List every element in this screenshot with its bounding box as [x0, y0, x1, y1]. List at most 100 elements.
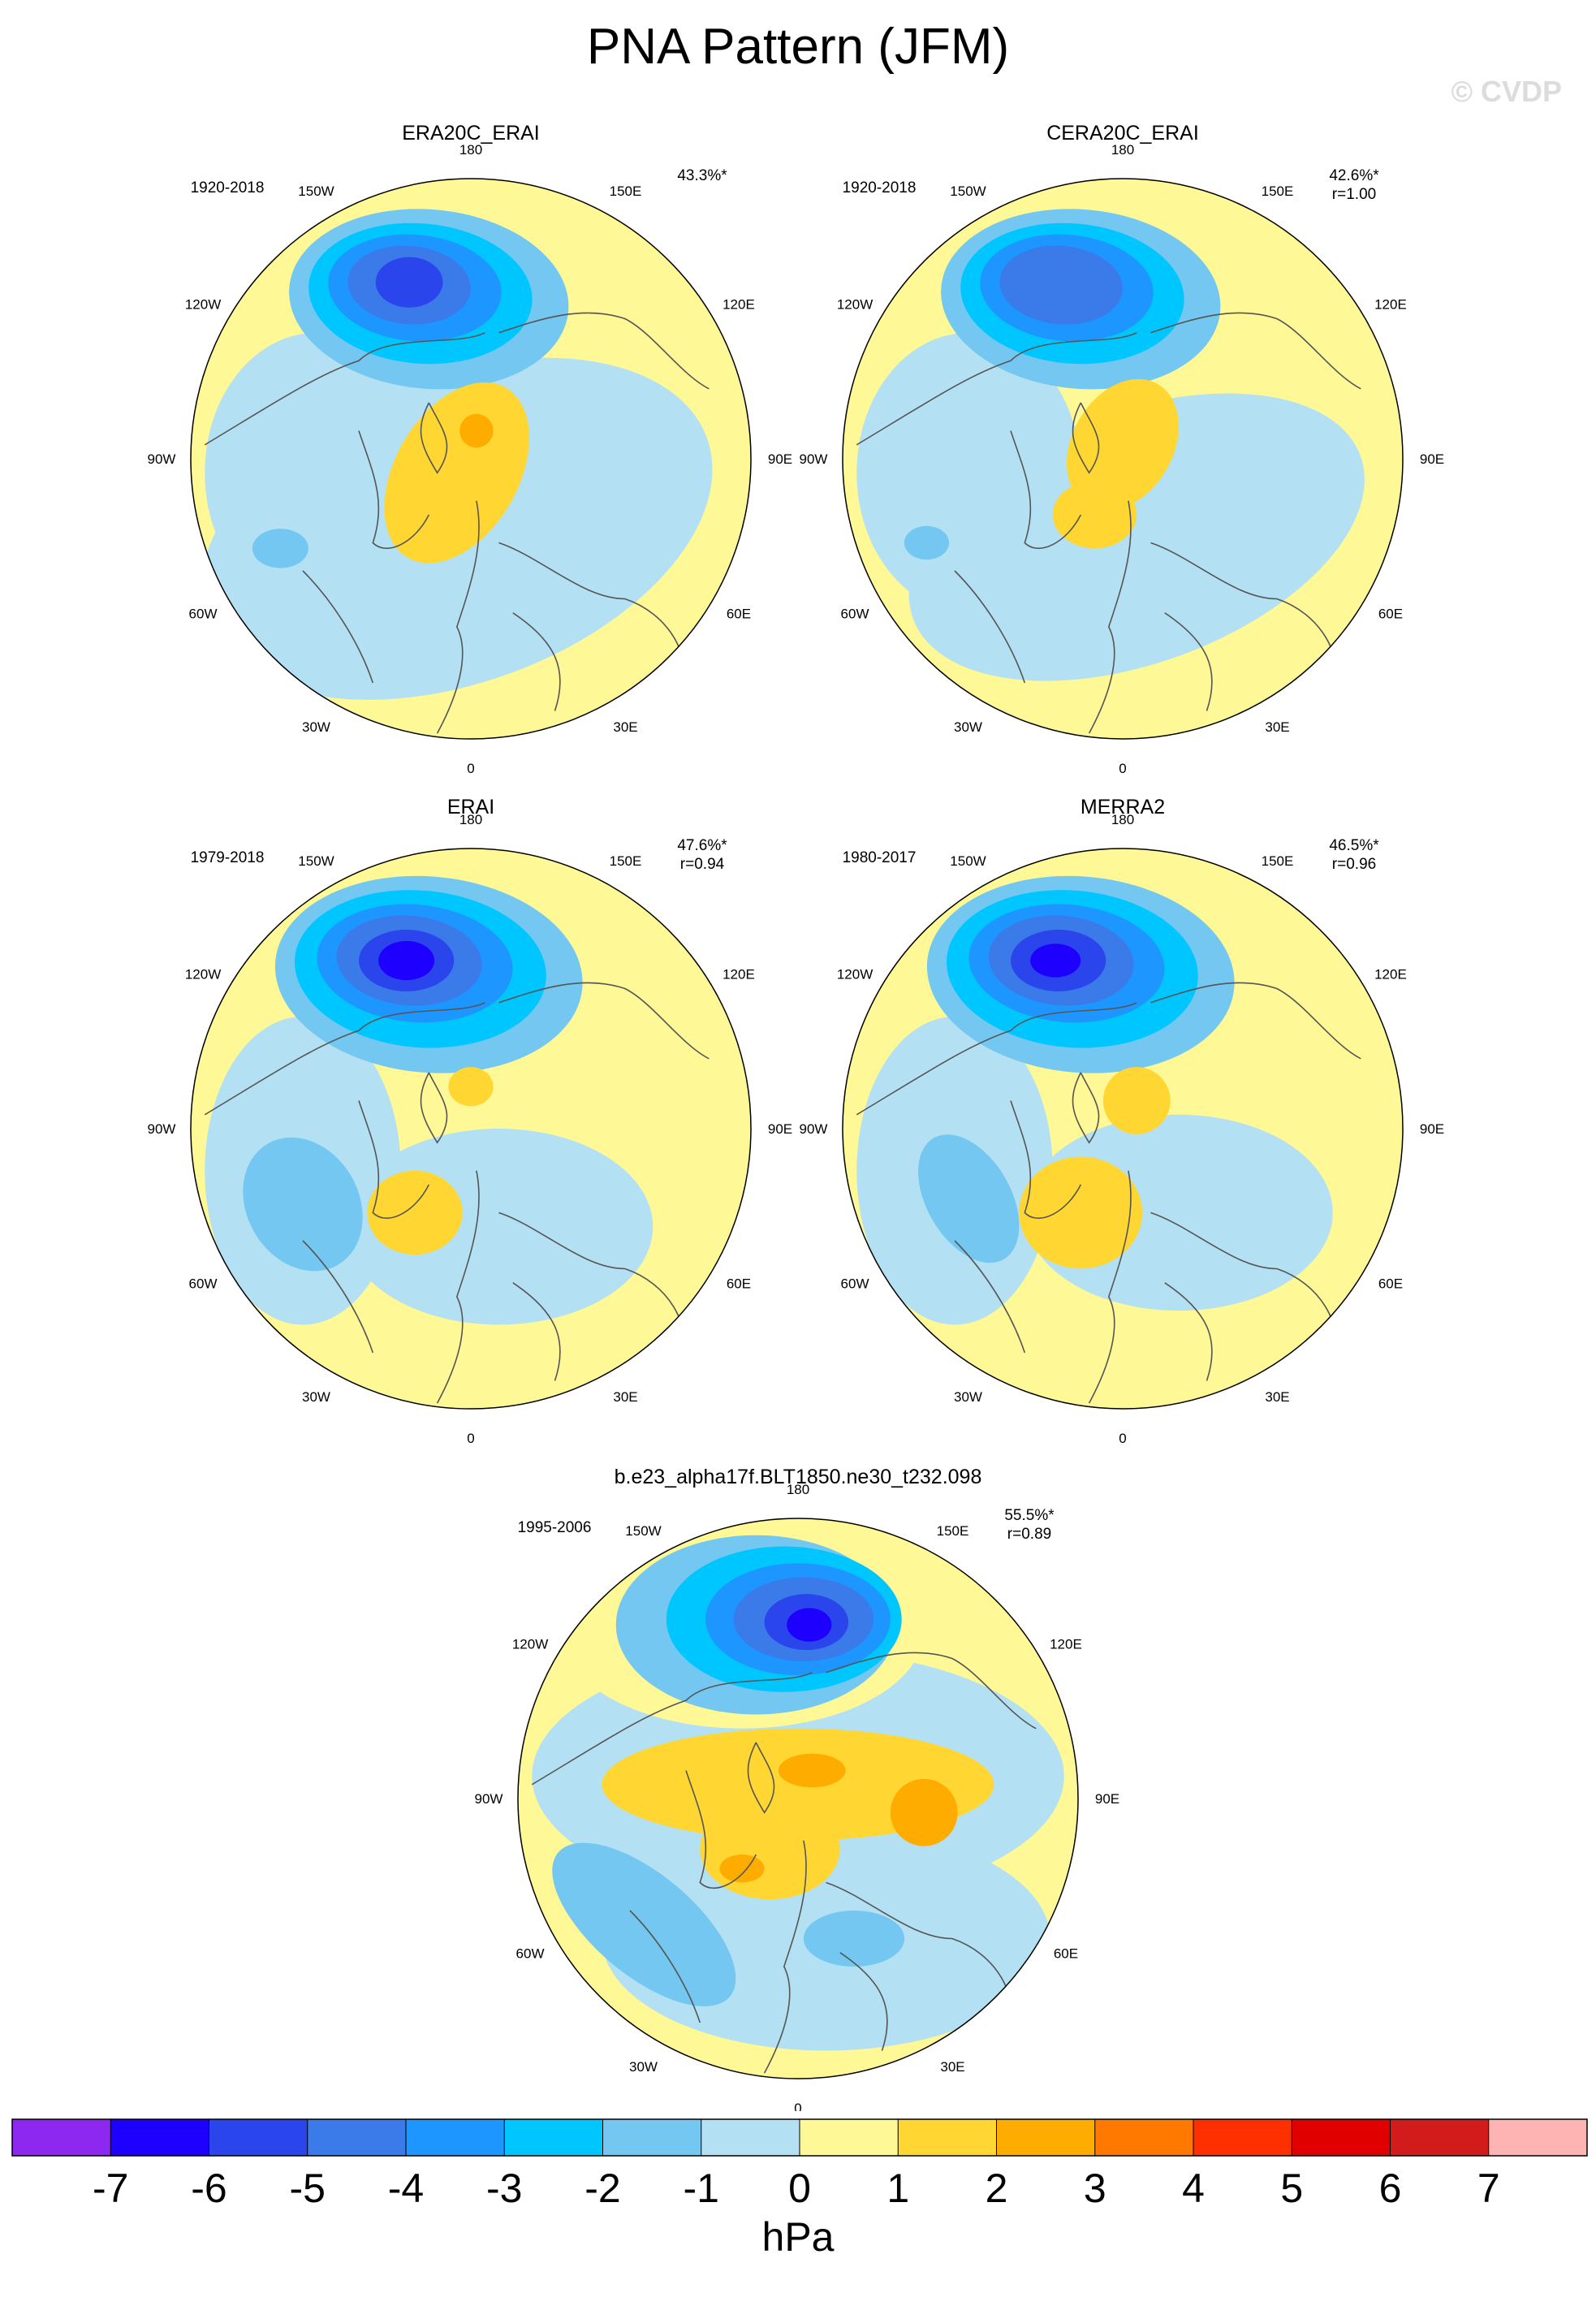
longitude-label: 150W	[298, 184, 334, 199]
longitude-label: 30W	[629, 2059, 658, 2075]
panel-title: CERA20C_ERAI	[1046, 122, 1199, 145]
anomaly-contour	[1019, 1156, 1143, 1269]
panel-title: ERAI	[447, 796, 494, 818]
map-panel: 180 150E 120E 90E 60E 30E 0 30W 60W 90W 120W 150W b.…	[475, 1466, 1120, 2111]
longitude-label: 150E	[610, 184, 642, 199]
colorbar-swatch	[110, 2119, 209, 2156]
anomaly-field	[191, 849, 751, 1409]
panel-years: 1980-2017	[843, 849, 917, 866]
map-panel: 180 150E 120E 90E 60E 30E 0 30W 60W 90W 120W 150W ER…	[148, 122, 793, 776]
anomaly-field	[843, 179, 1403, 739]
coastlines	[204, 312, 710, 734]
colorbar-swatch	[406, 2119, 505, 2156]
anomaly-contour	[367, 1170, 463, 1255]
anomaly-contour	[787, 1608, 832, 1642]
anomaly-contour	[448, 1067, 494, 1107]
panel-years: 1920-2018	[191, 179, 265, 196]
panel-title: b.e23_alpha17f.BLT1850.ne30_t232.098	[615, 1466, 982, 1488]
longitude-label: 60W	[189, 607, 218, 622]
panel-correlation: r=0.89	[1007, 1526, 1051, 1543]
longitude-label: 150W	[950, 853, 986, 869]
longitude-label: 60W	[841, 607, 869, 622]
panel-variance: 42.6%*	[1329, 167, 1379, 184]
longitude-label: 90E	[768, 451, 792, 467]
colorbar-swatch	[800, 2119, 899, 2156]
panel-title: ERA20C_ERAI	[402, 122, 540, 145]
longitude-label: 180	[787, 1482, 809, 1497]
colorbar-swatch	[701, 2119, 800, 2156]
longitude-label: 150E	[610, 853, 642, 869]
anomaly-contour	[1030, 944, 1081, 978]
colorbar-tick-label: 6	[1379, 2166, 1402, 2211]
longitude-label: 60E	[1054, 1946, 1078, 1962]
panel-variance: 46.5%*	[1329, 837, 1379, 854]
colorbar: -7 -6 -5 -4 -3 -2 -1 0 1 2 3 4 5 6 7 hPa	[11, 2118, 1588, 2260]
longitude-label: 60W	[189, 1276, 218, 1292]
longitude-label: 30W	[302, 1389, 330, 1405]
copyright-watermark: © CVDP	[1451, 75, 1562, 108]
anomaly-contour	[700, 1799, 840, 1900]
colorbar-swatch	[602, 2119, 701, 2156]
longitude-label: 90E	[1420, 451, 1444, 467]
longitude-label: 30E	[940, 2059, 964, 2075]
longitude-label: 90W	[800, 451, 828, 467]
longitude-label: 120W	[837, 297, 873, 313]
panel-years: 1979-2018	[191, 849, 265, 866]
longitude-label: 120E	[1374, 967, 1407, 982]
anomaly-contour	[243, 1137, 363, 1272]
colorbar-swatch	[996, 2119, 1095, 2156]
map-border	[842, 178, 1404, 740]
coastlines	[856, 982, 1361, 1404]
anomaly-field	[843, 849, 1403, 1409]
longitude-label: 90W	[148, 1121, 176, 1137]
longitude-label: 0	[467, 761, 474, 776]
colorbar-tick-label: 3	[1084, 2166, 1106, 2211]
colorbar-tick-label: -4	[388, 2166, 424, 2211]
map-border	[190, 178, 752, 740]
colorbar-tick-label: -1	[684, 2166, 719, 2211]
anomaly-contour	[999, 245, 1123, 325]
colorbar-tick-label: 0	[788, 2166, 811, 2211]
longitude-label: 120W	[185, 967, 221, 982]
longitude-label: 150E	[937, 1523, 969, 1539]
colorbar-swatch	[504, 2119, 603, 2156]
longitude-label: 0	[467, 1431, 474, 1446]
panel-title: MERRA2	[1081, 796, 1165, 818]
colorbar-tick-label: 7	[1477, 2166, 1500, 2211]
longitude-label: 60E	[727, 1276, 751, 1292]
panel-variance: 43.3%*	[677, 167, 727, 184]
anomaly-contour	[1102, 1067, 1171, 1134]
colorbar-swatch	[12, 2119, 111, 2156]
map-panel: 180 150E 120E 90E 60E 30E 0 30W 60W 90W 120W 150W ER…	[148, 796, 793, 1446]
colorbar-tick-label: -3	[486, 2166, 522, 2211]
anomaly-contour	[252, 529, 308, 568]
anomaly-contour	[904, 525, 950, 560]
longitude-label: 0	[1119, 1431, 1126, 1446]
colorbar-swatch	[1488, 2119, 1587, 2156]
longitude-label: 150W	[625, 1523, 661, 1539]
colorbar-swatch	[1193, 2119, 1292, 2156]
anomaly-contour	[918, 1134, 1020, 1263]
anomaly-contour	[803, 1911, 905, 1967]
panel-variance: 47.6%*	[677, 837, 727, 854]
longitude-label: 60W	[516, 1946, 545, 1962]
colorbar-swatch	[1094, 2119, 1193, 2156]
longitude-label: 150W	[298, 853, 334, 869]
longitude-label: 30E	[613, 1389, 637, 1405]
map-border	[842, 848, 1404, 1410]
colorbar-tick-label: -5	[290, 2166, 326, 2211]
longitude-label: 150E	[1262, 853, 1294, 869]
longitude-label: 180	[1111, 142, 1134, 158]
maps-canvas: 180 150E 120E 90E 60E 30E 0 30W 60W 90W 120W 150W ER…	[148, 122, 1445, 2111]
longitude-label: 120E	[723, 297, 755, 313]
longitude-label: 120W	[837, 967, 873, 982]
longitude-label: 180	[459, 142, 482, 158]
panel-variance: 55.5%*	[1004, 1507, 1055, 1524]
longitude-label: 60E	[1378, 1276, 1403, 1292]
colorbar-tick-label: 2	[986, 2166, 1008, 2211]
longitude-label: 150W	[950, 184, 986, 199]
longitude-label: 30E	[1265, 719, 1289, 735]
colorbar-swatch	[1292, 2119, 1391, 2156]
longitude-label: 90W	[475, 1791, 503, 1807]
map-panel: 180 150E 120E 90E 60E 30E 0 30W 60W 90W 120W 150W CE…	[800, 122, 1445, 776]
